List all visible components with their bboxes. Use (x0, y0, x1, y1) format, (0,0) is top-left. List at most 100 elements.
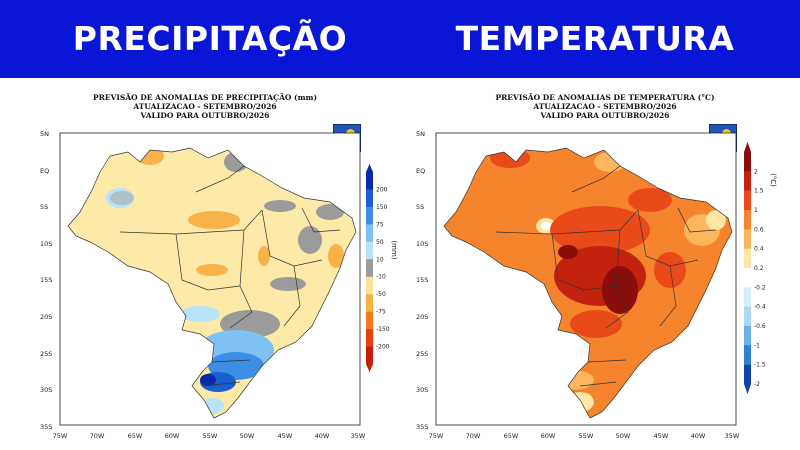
state-borders (443, 147, 733, 419)
map-title-line: VALIDO PARA OUTUBRO/2026 (140, 111, 270, 120)
lat-tick-label: 5N (40, 130, 49, 138)
colorbar-label: -50 (376, 291, 386, 298)
longitude-axis: 75W 70W 65W 60W 55W 50W 45W 40W 35W (53, 432, 366, 440)
map-title-line: PREVISÃO DE ANOMALIAS DE PRECIPITAÇÃO (m… (92, 93, 318, 102)
lat-tick-label: 30S (416, 386, 428, 394)
lon-tick-label: 75W (53, 432, 68, 440)
latitude-axis: 5N EQ 5S 10S 15S 20S 25S 30S 35S (416, 130, 428, 431)
lon-tick-label: 60W (165, 432, 180, 440)
lat-tick-label: 25S (416, 350, 428, 358)
colorbar-segment (744, 306, 751, 327)
colorbar-label: 0.4 (754, 246, 764, 253)
map-title-line: ATUALIZACAO - SETEMBRO/2026 (133, 102, 277, 111)
map-title-line: VALIDO PARA OUTUBRO/2026 (540, 111, 670, 120)
lon-tick-label: 70W (90, 432, 105, 440)
lat-tick-label: 35S (416, 423, 428, 431)
temperature-title: TEMPERATURA (455, 19, 735, 58)
lat-tick-label: 35S (40, 423, 52, 431)
colorbar-segment (744, 229, 751, 249)
lon-tick-label: 45W (654, 432, 669, 440)
colorbar-label: 1 (754, 207, 758, 214)
colorbar-label: -0.6 (754, 323, 766, 330)
colorbar-segment (744, 152, 751, 172)
colorbar-segment (366, 259, 373, 278)
colorbar-label: -10 (376, 274, 386, 281)
colorbar-segment (744, 210, 751, 230)
lon-tick-label: 70W (466, 432, 481, 440)
lat-tick-label: 20S (416, 313, 428, 321)
lat-tick-label: 10S (416, 240, 428, 248)
lat-tick-label: 5S (416, 203, 424, 211)
precipitation-panel: PREVISÃO DE ANOMALIAS DE PRECIPITAÇÃO (m… (0, 80, 400, 450)
lon-tick-label: 65W (128, 432, 143, 440)
temperature-map: 5N EQ 5S 10S 15S 20S 25S 30S 35S 75W 70W… (416, 130, 777, 440)
colorbar-segment (366, 294, 373, 312)
lon-tick-label: 60W (541, 432, 556, 440)
colorbar-unit-label: (mm) (390, 240, 398, 259)
colorbar-arrow-top (366, 164, 373, 172)
lat-tick-label: EQ (416, 167, 425, 175)
lon-tick-label: 35W (725, 432, 740, 440)
precipitation-map: 5N EQ 5S 10S 15S 20S 25S 30S 35S 75W 70W… (40, 130, 398, 440)
lon-tick-label: 35W (351, 432, 366, 440)
precipitation-title: PRECIPITAÇÃO (72, 19, 348, 58)
precipitation-map-title: PREVISÃO DE ANOMALIAS DE PRECIPITAÇÃO (m… (60, 93, 350, 120)
colorbar-segment (366, 329, 373, 347)
colorbar-segment (744, 268, 751, 288)
colorbar-arrow-top (744, 142, 751, 152)
colorbar-segment (366, 206, 373, 225)
lon-tick-label: 50W (616, 432, 631, 440)
colorbar-label: 1.5 (754, 188, 764, 195)
map-title-line: ATUALIZACAO - SETEMBRO/2026 (533, 102, 677, 111)
colorbar-segment (744, 248, 751, 269)
colorbar-segment (744, 190, 751, 211)
lon-tick-label: 50W (240, 432, 255, 440)
longitude-axis: 75W 70W 65W 60W 55W 50W 45W 40W 35W (429, 432, 740, 440)
lat-tick-label: 15S (40, 276, 52, 284)
colorbar-segment (366, 346, 373, 365)
colorbar-label: 50 (376, 239, 384, 246)
colorbar-label: -0.2 (754, 284, 766, 291)
colorbar-label: 2 (754, 168, 758, 175)
colorbar-label: -150 (376, 326, 390, 333)
colorbar-segment (366, 241, 373, 260)
colorbar-segment (744, 287, 751, 307)
colorbar-label: -0.4 (754, 304, 766, 311)
header-banner: PRECIPITAÇÃO TEMPERATURA (0, 0, 800, 78)
map-title-line: PREVISÃO DE ANOMALIAS DE TEMPERATURA (°C… (495, 93, 715, 102)
colorbar-segment (744, 171, 751, 191)
colorbar-label: 10 (376, 256, 384, 263)
colorbar-label: 0.2 (754, 265, 764, 272)
colorbar-segment (744, 364, 751, 385)
colorbar-arrow-bottom (744, 384, 751, 394)
lat-tick-label: 5N (416, 130, 425, 138)
lat-tick-label: 5S (40, 203, 48, 211)
lon-tick-label: 75W (429, 432, 444, 440)
state-borders (67, 147, 357, 419)
lon-tick-label: 55W (203, 432, 218, 440)
colorbar-label: 0.6 (754, 226, 764, 233)
lon-tick-label: 40W (315, 432, 330, 440)
colorbar-segment (744, 345, 751, 365)
lat-tick-label: 30S (40, 386, 52, 394)
latitude-axis: 5N EQ 5S 10S 15S 20S 25S 30S 35S (40, 130, 52, 431)
lat-tick-label: 20S (40, 313, 52, 321)
colorbar: 200 150 75 50 10 -10 -50 -75 -150 -200 (366, 164, 390, 372)
lat-tick-label: 25S (40, 350, 52, 358)
temperature-panel: PREVISÃO DE ANOMALIAS DE TEMPERATURA (°C… (400, 80, 800, 450)
colorbar: 2 1.5 1 0.6 0.4 0.2 -0.2 -0.4 -0.6 -1 -1.5 -2 (744, 142, 766, 394)
colorbar-label: -1.5 (754, 362, 766, 369)
lat-tick-label: 15S (416, 276, 428, 284)
colorbar-segment (366, 189, 373, 208)
colorbar-segment (366, 311, 373, 330)
lon-tick-label: 45W (278, 432, 293, 440)
colorbar-label: 75 (376, 221, 384, 228)
colorbar-label: 200 (376, 186, 388, 193)
colorbar-unit-label: (°C) (769, 173, 777, 187)
lon-tick-label: 65W (504, 432, 519, 440)
colorbar-segment (366, 224, 373, 243)
lon-tick-label: 55W (579, 432, 594, 440)
colorbar-segment (366, 172, 373, 190)
colorbar-label: -1 (754, 342, 760, 349)
lon-tick-label: 40W (691, 432, 706, 440)
